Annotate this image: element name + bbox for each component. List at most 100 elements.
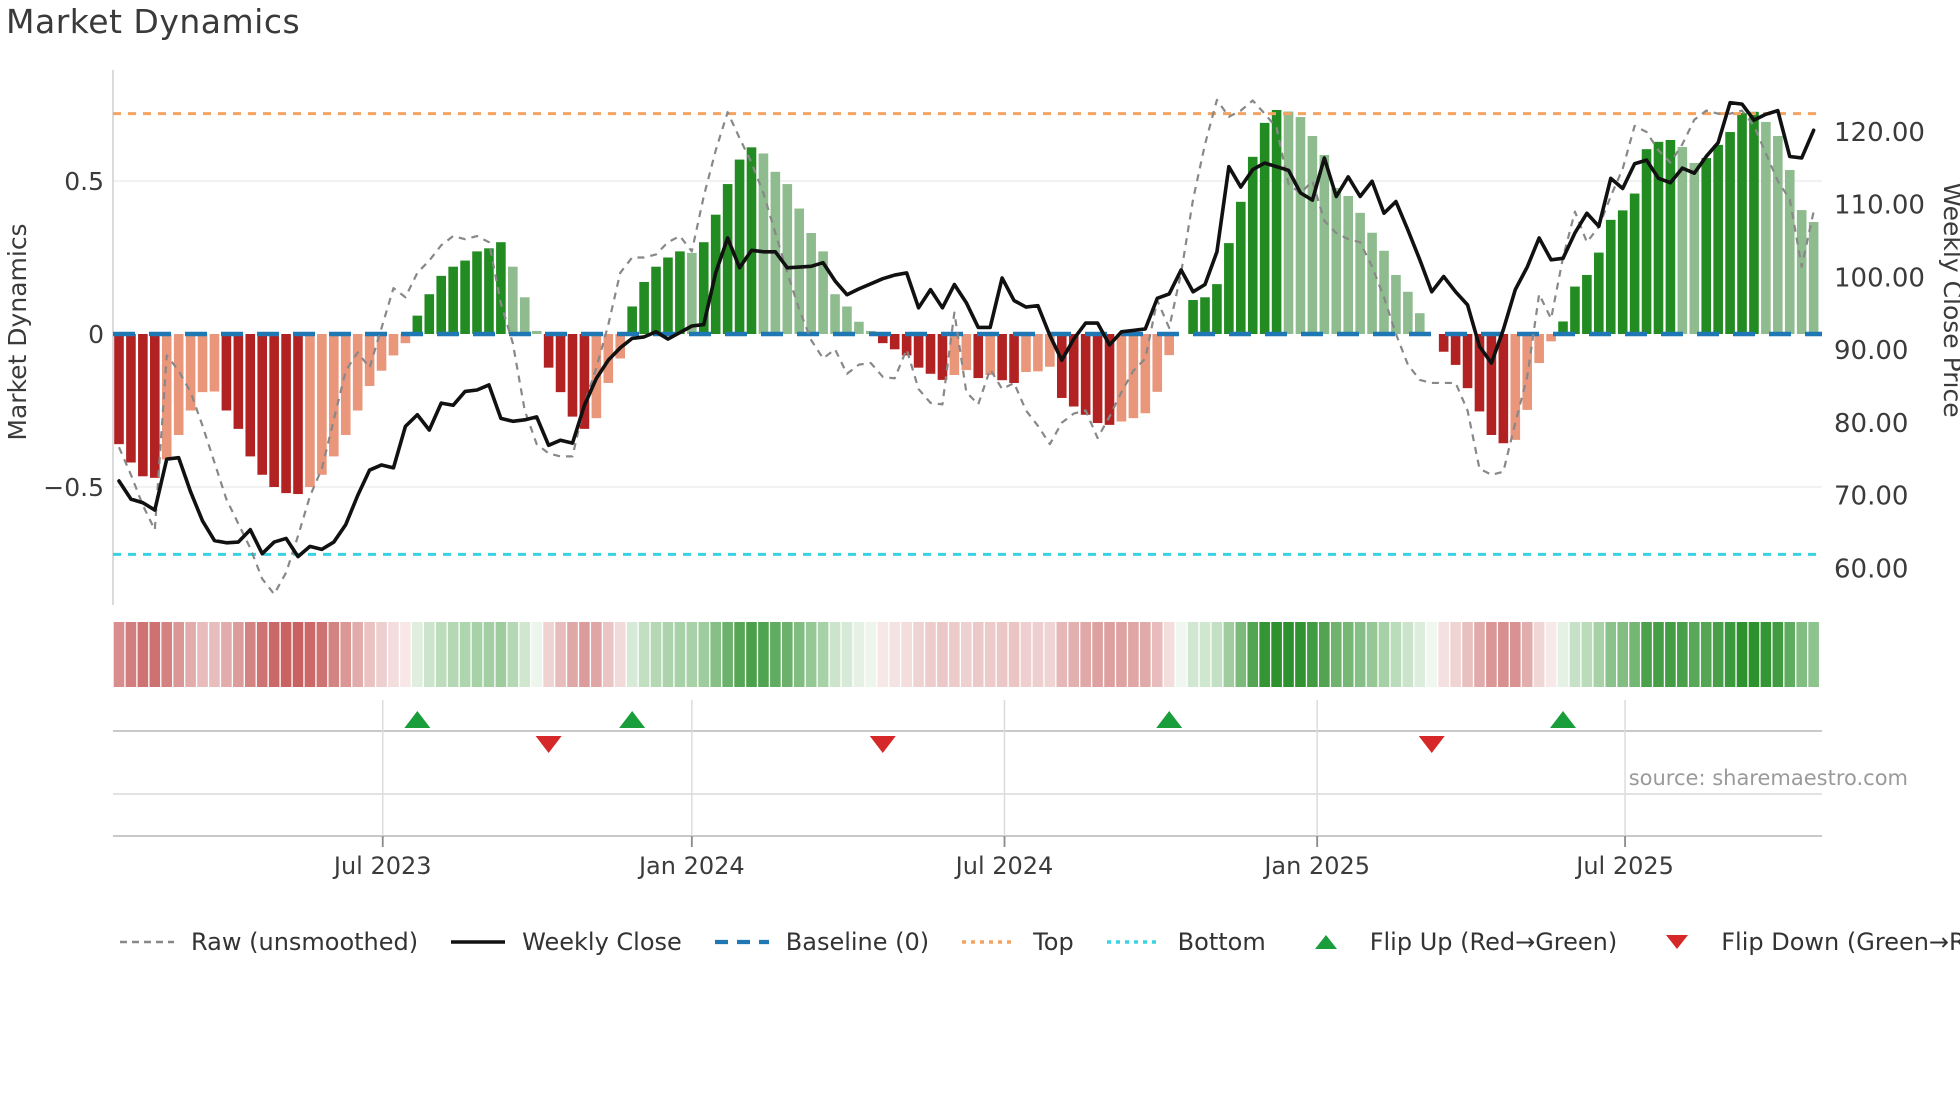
oscillator-bar: [1355, 212, 1365, 334]
heatmap-cell: [614, 622, 626, 687]
oscillator-bar: [1259, 122, 1270, 334]
line-black-swatch-icon: [449, 933, 507, 951]
heatmap-cell: [1211, 622, 1223, 687]
oscillator-bar: [1558, 321, 1568, 334]
heatmap-cell: [1402, 622, 1414, 687]
oscillator-bar: [305, 334, 315, 487]
left-tick-label: 0: [88, 320, 104, 349]
flip-up-marker: [619, 711, 646, 728]
heatmap-cell: [686, 622, 698, 687]
oscillator-bar: [1605, 219, 1616, 334]
oscillator-bar: [1009, 334, 1019, 383]
oscillator-bar: [925, 334, 936, 374]
heatmap-cell: [1378, 622, 1390, 687]
oscillator-bar: [1450, 334, 1461, 365]
heatmap-cell: [1736, 622, 1748, 687]
heatmap-cell: [1271, 622, 1282, 687]
heatmap-cell: [1509, 622, 1521, 687]
oscillator-bar: [961, 334, 972, 371]
oscillator-bar: [1283, 111, 1294, 335]
heatmap-cell: [877, 622, 889, 687]
heatmap-cell: [1032, 622, 1044, 687]
heatmap-cell: [483, 622, 495, 687]
oscillator-bar: [698, 242, 709, 334]
oscillator-bar: [1033, 334, 1043, 372]
oscillator-bar: [436, 275, 447, 334]
dash-blue-swatch-icon: [713, 933, 771, 951]
oscillator-bar: [818, 251, 828, 334]
heatmap-cell: [137, 622, 149, 687]
heatmap-cell: [662, 622, 674, 687]
oscillator-bar: [114, 334, 124, 445]
oscillator-bar: [1641, 149, 1652, 334]
heatmap-cell: [388, 622, 399, 687]
oscillator-bar: [1271, 110, 1282, 335]
oscillator-bar: [1307, 136, 1318, 334]
heatmap-cell: [1223, 622, 1235, 687]
x-tick-label: Jan 2024: [637, 852, 745, 880]
oscillator-bar: [1498, 334, 1509, 444]
oscillator-bar: [1164, 334, 1174, 356]
legend-label: Baseline (0): [785, 928, 930, 956]
oscillator-bar: [543, 334, 554, 368]
heatmap-cell: [543, 622, 554, 687]
heatmap-cell: [209, 622, 220, 687]
heatmap-cell: [1080, 622, 1091, 687]
oscillator-bar: [269, 334, 279, 487]
oscillator-bar: [889, 334, 900, 350]
right-tick-label: 70.00: [1834, 482, 1908, 512]
oscillator-bar: [1224, 243, 1234, 334]
heatmap-cell: [1450, 622, 1461, 687]
heatmap-cell: [280, 622, 292, 687]
oscillator-bar: [901, 334, 912, 356]
heatmap-cell: [925, 622, 936, 687]
flip-down-marker: [535, 736, 562, 753]
heatmap-cell: [1474, 622, 1485, 687]
oscillator-bar: [388, 334, 399, 356]
heatmap-cell: [376, 622, 387, 687]
heatmap-cell: [459, 622, 471, 687]
heatmap-cell: [996, 622, 1008, 687]
heatmap-cell: [1712, 622, 1724, 687]
legend-label: Flip Down (Green→Red): [1721, 928, 1960, 956]
dot-cyan-swatch-icon: [1105, 933, 1163, 951]
legend-item: Flip Up (Red→Green): [1297, 928, 1617, 956]
heatmap-cell: [1796, 622, 1807, 687]
right-tick-label: 100.00: [1834, 263, 1925, 293]
oscillator-bar: [1438, 334, 1449, 352]
heatmap-cell: [1462, 622, 1473, 687]
oscillator-bar: [1021, 334, 1031, 372]
right-tick-label: 110.00: [1834, 191, 1925, 221]
heatmap-cell: [447, 622, 459, 687]
oscillator-bar: [806, 233, 816, 334]
oscillator-bar: [1367, 232, 1377, 334]
oscillator-bar: [782, 184, 793, 334]
oscillator-bar: [448, 266, 458, 334]
oscillator-bar: [758, 153, 769, 334]
oscillator-bar: [1319, 154, 1330, 334]
heatmap-cell: [841, 622, 853, 687]
oscillator-bar: [1128, 334, 1139, 419]
oscillator-bar: [531, 330, 542, 334]
oscillator-bar: [985, 334, 995, 376]
heatmap-cell: [1653, 622, 1664, 687]
heatmap-cell: [1354, 622, 1366, 687]
heatmap-cell: [197, 622, 208, 687]
weekly-close-line: [117, 100, 1816, 559]
heatmap-cell: [268, 622, 280, 687]
legend-item: Baseline (0): [713, 928, 929, 956]
heatmap-cell: [1235, 622, 1247, 687]
x-tick-label: Jul 2025: [1574, 852, 1674, 880]
heatmap-cell: [1044, 622, 1056, 687]
oscillator-bar: [126, 334, 136, 463]
heatmap-cell: [149, 622, 161, 687]
oscillator-bar: [877, 334, 888, 344]
oscillator-bar: [1784, 169, 1795, 334]
flip-up-marker: [404, 711, 431, 728]
heatmap-cell: [734, 622, 745, 687]
oscillator-bar: [1403, 291, 1413, 334]
heatmap-cell: [471, 622, 483, 687]
heatmap-cell: [1163, 622, 1175, 687]
heatmap-cell: [316, 622, 328, 687]
